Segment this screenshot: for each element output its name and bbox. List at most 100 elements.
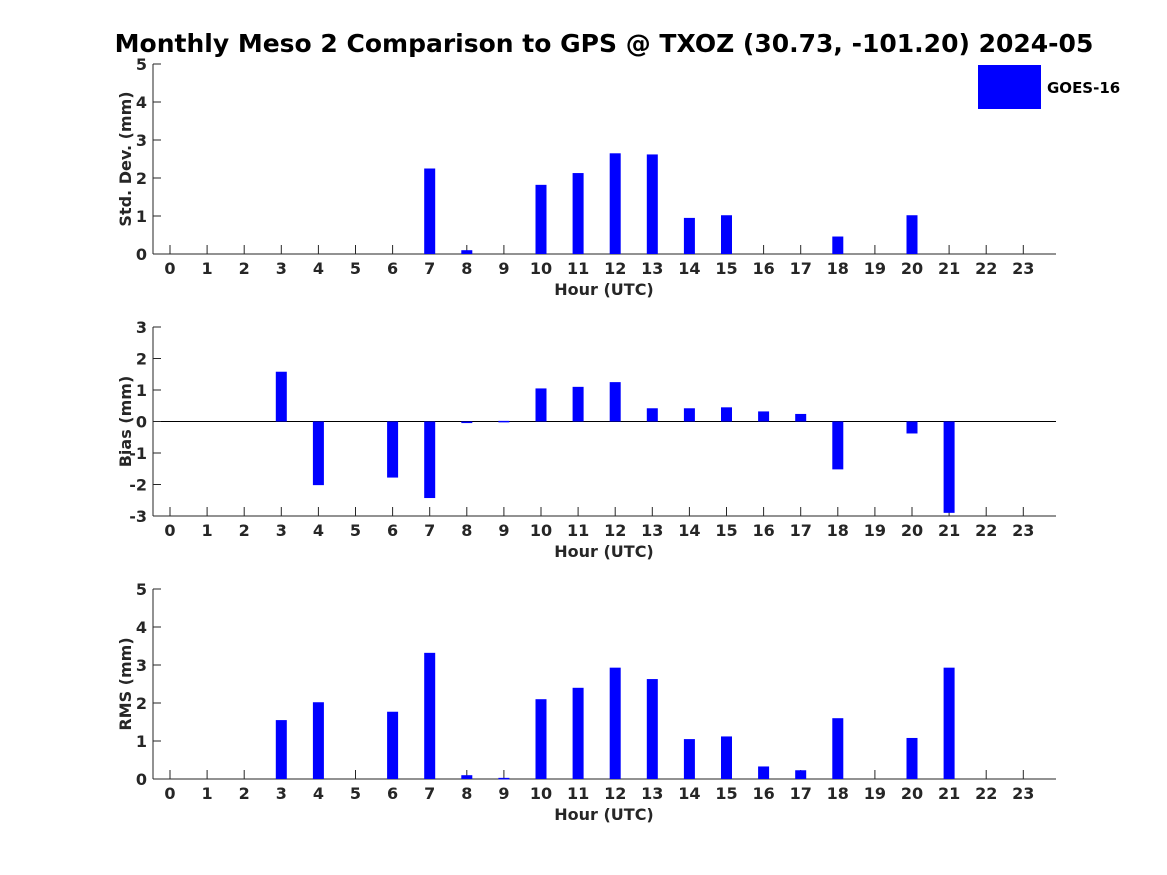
x-tick-label: 12 bbox=[604, 784, 626, 803]
x-tick-label: 17 bbox=[790, 259, 812, 278]
x-axis-label: Hour (UTC) bbox=[554, 280, 654, 299]
y-tick-label: 0 bbox=[136, 413, 147, 432]
y-tick-label: 4 bbox=[136, 93, 147, 112]
bar bbox=[572, 386, 584, 422]
bar bbox=[572, 173, 584, 254]
bar bbox=[312, 702, 324, 779]
x-tick-label: 10 bbox=[530, 784, 552, 803]
bar bbox=[943, 421, 955, 513]
bar bbox=[721, 407, 732, 422]
x-tick-label: 16 bbox=[752, 521, 774, 540]
bar bbox=[906, 737, 918, 779]
bar bbox=[832, 236, 844, 254]
x-tick-label: 9 bbox=[498, 259, 509, 278]
x-tick-label: 12 bbox=[604, 521, 626, 540]
x-tick-label: 9 bbox=[498, 784, 509, 803]
y-tick-label: 2 bbox=[136, 694, 147, 713]
x-tick-label: 3 bbox=[276, 521, 287, 540]
x-tick-label: 16 bbox=[752, 259, 774, 278]
bar bbox=[758, 411, 770, 422]
y-tick-label: 1 bbox=[136, 732, 147, 751]
x-tick-label: 3 bbox=[276, 784, 287, 803]
bar bbox=[498, 420, 510, 423]
y-axis-label: Bias (mm) bbox=[116, 376, 135, 468]
bar bbox=[795, 413, 807, 422]
x-tick-label: 5 bbox=[350, 784, 361, 803]
x-tick-label: 16 bbox=[752, 784, 774, 803]
bar bbox=[758, 766, 770, 779]
bar bbox=[943, 667, 955, 779]
x-tick-label: 20 bbox=[901, 259, 923, 278]
y-tick-label: 2 bbox=[136, 169, 147, 188]
x-tick-label: 22 bbox=[975, 521, 997, 540]
x-tick-label: 9 bbox=[498, 521, 509, 540]
bar bbox=[461, 250, 473, 254]
x-tick-label: 4 bbox=[313, 259, 324, 278]
x-tick-label: 3 bbox=[276, 259, 287, 278]
x-tick-label: 1 bbox=[202, 521, 213, 540]
bar bbox=[275, 371, 287, 422]
x-tick-label: 13 bbox=[641, 259, 663, 278]
x-tick-label: 8 bbox=[461, 521, 472, 540]
bar bbox=[683, 739, 695, 779]
x-tick-label: 15 bbox=[715, 259, 737, 278]
bar bbox=[721, 215, 732, 254]
x-tick-label: 19 bbox=[864, 259, 886, 278]
x-tick-label: 7 bbox=[424, 784, 435, 803]
x-tick-label: 5 bbox=[350, 259, 361, 278]
x-tick-label: 13 bbox=[641, 521, 663, 540]
bar bbox=[572, 687, 584, 779]
bar bbox=[609, 667, 621, 779]
x-tick-label: 0 bbox=[164, 784, 175, 803]
x-tick-label: 12 bbox=[604, 259, 626, 278]
x-tick-label: 2 bbox=[239, 784, 250, 803]
y-tick-label: 3 bbox=[136, 318, 147, 337]
x-tick-label: 1 bbox=[202, 784, 213, 803]
x-tick-label: 14 bbox=[678, 521, 700, 540]
x-tick-label: 4 bbox=[313, 784, 324, 803]
bar bbox=[832, 421, 844, 470]
legend-swatch bbox=[978, 65, 1041, 109]
y-tick-label: -1 bbox=[129, 444, 147, 463]
bar bbox=[609, 153, 621, 254]
x-tick-label: 11 bbox=[567, 259, 589, 278]
x-tick-label: 17 bbox=[790, 521, 812, 540]
bar bbox=[387, 421, 399, 478]
x-tick-label: 7 bbox=[424, 521, 435, 540]
bar bbox=[906, 421, 918, 434]
x-tick-label: 15 bbox=[715, 784, 737, 803]
x-tick-label: 19 bbox=[864, 784, 886, 803]
bar bbox=[535, 699, 547, 779]
bar bbox=[424, 168, 436, 254]
x-tick-label: 22 bbox=[975, 784, 997, 803]
x-tick-label: 11 bbox=[567, 521, 589, 540]
bar bbox=[498, 777, 510, 780]
y-tick-label: 3 bbox=[136, 131, 147, 150]
x-tick-label: 17 bbox=[790, 784, 812, 803]
y-tick-label: 1 bbox=[136, 207, 147, 226]
x-axis-label: Hour (UTC) bbox=[554, 805, 654, 824]
bar bbox=[535, 388, 547, 422]
x-tick-label: 15 bbox=[715, 521, 737, 540]
x-tick-label: 5 bbox=[350, 521, 361, 540]
x-tick-label: 6 bbox=[387, 521, 398, 540]
x-tick-label: 18 bbox=[827, 521, 849, 540]
y-tick-label: 0 bbox=[136, 770, 147, 789]
x-tick-label: 8 bbox=[461, 259, 472, 278]
x-tick-label: 2 bbox=[239, 259, 250, 278]
bar bbox=[424, 421, 436, 499]
y-tick-label: -2 bbox=[129, 476, 147, 495]
bar bbox=[609, 382, 621, 422]
x-tick-label: 11 bbox=[567, 784, 589, 803]
y-tick-label: 5 bbox=[136, 55, 147, 74]
y-tick-label: 3 bbox=[136, 656, 147, 675]
x-tick-label: 18 bbox=[827, 259, 849, 278]
legend-label: GOES-16 bbox=[1047, 79, 1120, 97]
x-tick-label: 23 bbox=[1012, 259, 1034, 278]
y-axis-label: RMS (mm) bbox=[116, 637, 135, 730]
bar bbox=[646, 154, 658, 254]
bar bbox=[535, 184, 547, 254]
x-tick-label: 0 bbox=[164, 259, 175, 278]
y-tick-label: 2 bbox=[136, 350, 147, 369]
